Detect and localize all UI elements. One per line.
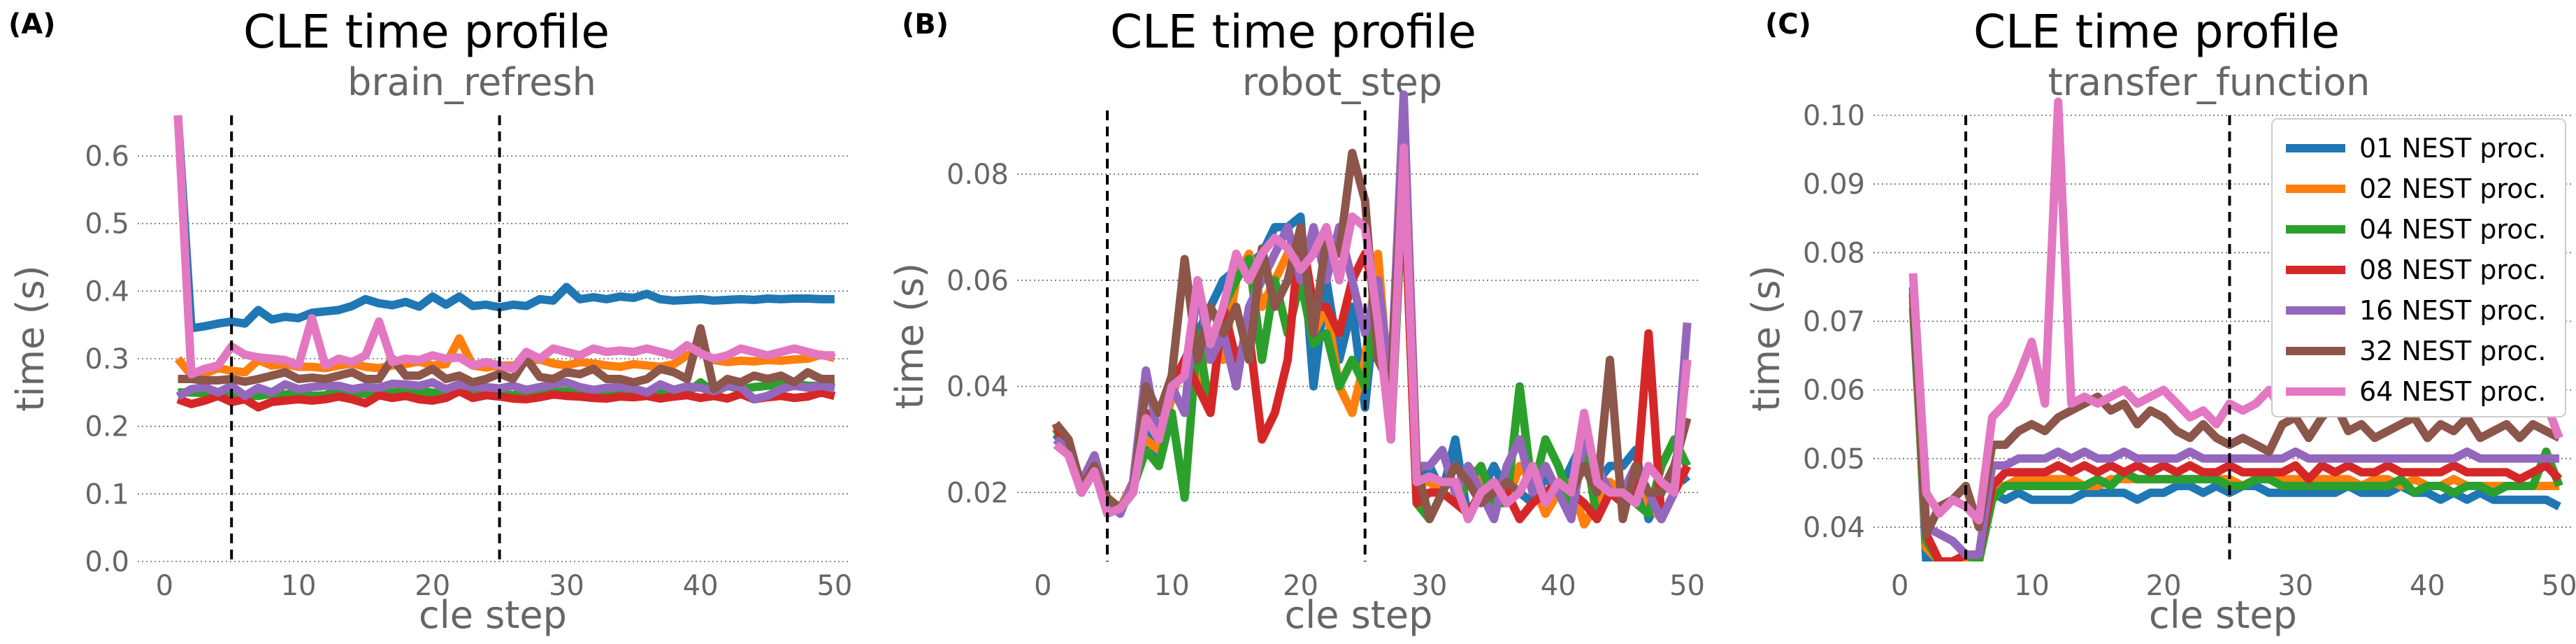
panel-c-ytick-label: 0.09: [1803, 169, 1865, 201]
panel-a-ylabel: time (s): [8, 265, 52, 411]
panel-a-subtitle: brain_refresh: [347, 60, 596, 104]
panel-b-ytick-label: 0.08: [947, 159, 1009, 191]
panel-c-xtick-label: 10: [2014, 570, 2050, 602]
panel-a-ytick-label: 0.6: [85, 141, 129, 173]
panel-c-xtick-label: 0: [1891, 570, 1908, 602]
panel-a-ytick-label: 0.1: [85, 478, 129, 510]
panel-b-xtick-label: 50: [1669, 570, 1705, 602]
panel-c-legend: [2271, 118, 2566, 417]
panel-c-series-08: [1908, 293, 2563, 561]
panel-b-ytick-label: 0.06: [947, 265, 1009, 297]
panel-c-legend-label: 01 NEST proc.: [2359, 133, 2546, 164]
panel-c-legend-label: 04 NEST proc.: [2359, 214, 2546, 245]
panel-c-ylabel: time (s): [1744, 265, 1788, 411]
panel-b-ytick-label: 0.04: [947, 371, 1009, 403]
panel-a-ytick-label: 0.4: [85, 276, 129, 308]
panel-a-xtick-label: 10: [281, 570, 317, 602]
panel-b-series-64: [1053, 143, 1692, 524]
panel-a-title: CLE time profile: [243, 5, 610, 59]
panel-a-series-08: [176, 387, 836, 412]
panel-c-title: CLE time profile: [1973, 5, 2340, 59]
panel-a-xtick-label: 0: [156, 570, 173, 602]
panel-c-legend-label: 08 NEST proc.: [2359, 255, 2546, 285]
panel-c-xtick-label: 40: [2410, 570, 2445, 602]
panel-a-xtick-label: 20: [415, 570, 450, 602]
panel-c-ytick-label: 0.08: [1803, 237, 1865, 269]
panel-b-xtick-label: 0: [1034, 570, 1051, 602]
panel-a-ytick-label: 0.0: [85, 546, 129, 578]
panel-c-legend-label: 02 NEST proc.: [2359, 173, 2546, 204]
panel-c-legend-label: 32 NEST proc.: [2359, 336, 2546, 366]
panel-a-ytick-label: 0.3: [85, 343, 129, 375]
panel-b-title: CLE time profile: [1110, 5, 1476, 59]
panel-b-xtick-label: 20: [1283, 570, 1318, 602]
panel-b-xtick-label: 10: [1154, 570, 1190, 602]
panel-c-series-04: [1908, 307, 2563, 561]
panel-b-subtitle: robot_step: [1242, 60, 1442, 104]
panel-a-ytick-label: 0.5: [85, 208, 129, 241]
panel-a-series-64: [173, 115, 835, 379]
panel-b-xtick-label: 30: [1411, 570, 1447, 602]
panel-c-ytick-label: 0.10: [1803, 100, 1865, 132]
panel-b-xlabel: cle step: [1285, 593, 1433, 637]
panel-b-ytick-label: 0.02: [947, 477, 1009, 509]
panel-c-xtick-label: 50: [2542, 570, 2576, 602]
panel-c-xlabel: cle step: [2149, 593, 2297, 637]
panel-c-series-32: [1908, 293, 2561, 538]
panel-c-subtitle: transfer_function: [2048, 60, 2370, 104]
panel-b-xtick-label: 40: [1541, 570, 1576, 602]
panel-c-legend-label: 64 NEST proc.: [2359, 376, 2546, 407]
panel-a-xtick-label: 30: [549, 570, 584, 602]
panel-c-ytick-label: 0.04: [1803, 512, 1865, 544]
panel-a-xtick-label: 50: [816, 570, 852, 602]
panel-a-xtick-label: 40: [683, 570, 719, 602]
panel-b-ylabel: time (s): [888, 263, 932, 409]
panel-a-ytick-label: 0.2: [85, 411, 129, 443]
panel-a-xlabel: cle step: [419, 593, 567, 637]
panel-c-xtick-label: 20: [2146, 570, 2182, 602]
panel-a-series-32: [178, 324, 835, 394]
panel-c-ytick-label: 0.05: [1803, 443, 1865, 475]
panel-b-letter: (B): [902, 8, 949, 41]
panel-c-ytick-label: 0.06: [1803, 375, 1865, 407]
panel-a-series-16: [175, 378, 835, 403]
panel-a-letter: (A): [8, 8, 56, 41]
panel-c-xtick-label: 30: [2278, 570, 2313, 602]
panel-a-series-01: [173, 115, 835, 333]
panel-c-series-16: [1908, 293, 2560, 559]
panel-c-ytick-label: 0.07: [1803, 306, 1865, 338]
panel-c-letter: (C): [1765, 8, 1811, 41]
panel-c-legend-label: 16 NEST proc.: [2359, 295, 2546, 326]
